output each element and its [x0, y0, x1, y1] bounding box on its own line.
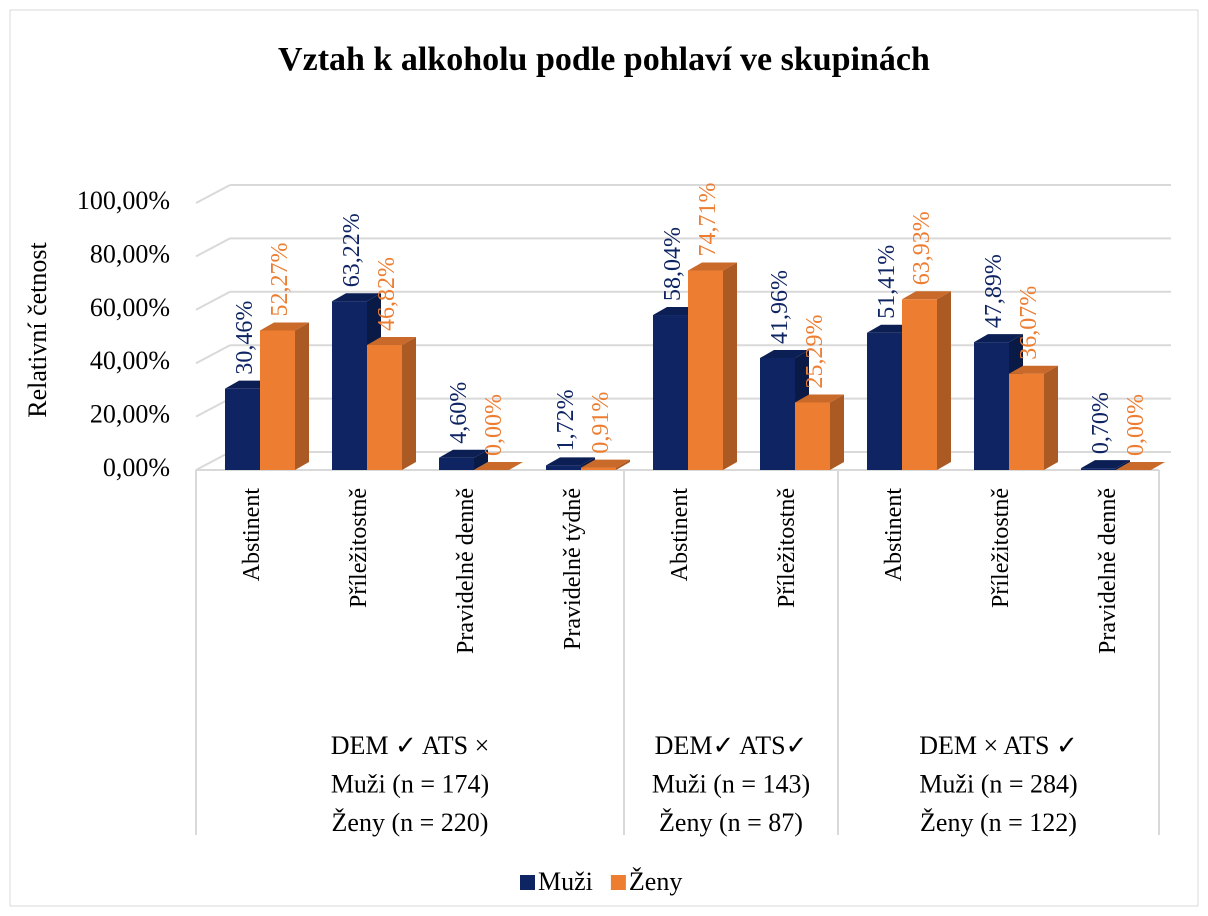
bar-side — [830, 394, 844, 470]
grid-line-side — [195, 184, 231, 204]
legend-swatch — [610, 875, 626, 890]
bar — [332, 301, 367, 470]
value-label: 41,96% — [767, 270, 793, 344]
bar — [1081, 468, 1116, 470]
bar-side — [937, 291, 951, 470]
grid-line-side — [195, 451, 231, 471]
x-tick-label: Abstinent — [667, 488, 693, 582]
y-tick-label: 0,00% — [103, 453, 170, 482]
value-label: 47,89% — [981, 254, 1007, 328]
group-label: Muži (n = 284) — [919, 769, 1077, 798]
grid-line-side — [195, 290, 231, 311]
value-label: 4,60% — [446, 382, 472, 444]
bar — [367, 344, 402, 470]
bar-side — [1044, 365, 1058, 470]
value-label: 0,00% — [1123, 394, 1149, 456]
bar — [581, 467, 616, 470]
y-tick-label: 100,00% — [77, 186, 170, 215]
bar-top — [546, 457, 595, 466]
value-label: 52,27% — [267, 242, 293, 316]
y-tick-label: 20,00% — [90, 400, 170, 429]
group-label: Ženy (n = 122) — [920, 808, 1077, 837]
bar-side — [723, 262, 737, 470]
value-label: 0,00% — [481, 394, 507, 456]
bar-top — [1009, 365, 1058, 374]
bar — [439, 457, 474, 470]
group-label: Ženy (n = 87) — [659, 808, 803, 837]
bar-side — [1116, 460, 1130, 470]
bar-top — [474, 462, 523, 470]
value-label: 1,72% — [553, 389, 579, 451]
y-axis-title: Relativní četnost — [23, 241, 52, 417]
bar — [225, 388, 260, 470]
bar-top — [1116, 462, 1165, 470]
chart-title: Vztah k alkoholu podle pohlaví ve skupin… — [278, 41, 930, 78]
value-label: 58,04% — [660, 227, 686, 301]
y-tick-label: 60,00% — [90, 293, 170, 322]
bar — [760, 357, 795, 470]
bar-top — [260, 322, 309, 331]
bar-top — [974, 334, 1023, 343]
bar — [867, 332, 902, 470]
bar — [902, 299, 937, 470]
group-label: Muži (n = 174) — [331, 769, 489, 798]
bar — [795, 402, 830, 470]
bar-side — [402, 336, 416, 470]
bar-top — [367, 336, 416, 345]
x-tick-label: Příležitostně — [774, 488, 800, 608]
x-tick-label: Pravidelně denně — [453, 488, 479, 654]
y-tick-label: 40,00% — [90, 346, 170, 375]
value-label: 30,46% — [232, 301, 258, 375]
value-label: 46,82% — [374, 257, 400, 331]
x-tick-label: Příležitostně — [346, 488, 372, 608]
x-tick-label: Abstinent — [881, 488, 907, 582]
y-tick-label: 80,00% — [90, 239, 170, 268]
grid-line-side — [195, 397, 231, 418]
value-label: 63,93% — [909, 211, 935, 285]
bar — [653, 315, 688, 470]
grid-line-side — [195, 344, 231, 365]
bar-top — [1081, 460, 1130, 469]
group-label: DEM✓ ATS✓ — [655, 731, 808, 760]
value-label: 0,91% — [588, 392, 614, 454]
bar-top — [902, 291, 951, 300]
bar-side — [616, 459, 630, 470]
value-label: 74,71% — [695, 183, 721, 257]
bar-side — [474, 449, 488, 470]
value-label: 63,22% — [339, 213, 365, 287]
value-label: 36,07% — [1016, 286, 1042, 360]
x-tick-label: Pravidelně denně — [1095, 488, 1121, 654]
bar-top — [332, 293, 381, 302]
legend-label: Ženy — [629, 867, 682, 896]
group-label: DEM ✓ ATS × — [331, 731, 490, 760]
value-label: 25,29% — [802, 314, 828, 388]
bar — [546, 465, 581, 470]
bar — [688, 270, 723, 470]
x-tick-label: Příležitostně — [988, 488, 1014, 608]
bar-top — [688, 262, 737, 271]
bar-top — [581, 459, 630, 468]
value-label: 51,41% — [874, 245, 900, 319]
group-label: Muži (n = 143) — [652, 769, 810, 798]
legend-label: Muži — [538, 867, 593, 896]
value-label: 0,70% — [1088, 392, 1114, 454]
grid-line-side — [195, 237, 231, 258]
bar — [974, 342, 1009, 470]
legend-swatch — [520, 875, 535, 890]
bar — [260, 330, 295, 470]
bar-side — [295, 322, 309, 470]
x-tick-label: Abstinent — [239, 488, 265, 582]
bar — [1009, 373, 1044, 470]
bar-top — [795, 394, 844, 403]
group-label: Ženy (n = 220) — [332, 808, 489, 837]
group-label: DEM × ATS ✓ — [919, 731, 1078, 760]
x-tick-label: Pravidelně týdně — [560, 488, 586, 650]
bar-top — [439, 449, 488, 458]
bar-top — [760, 349, 809, 358]
